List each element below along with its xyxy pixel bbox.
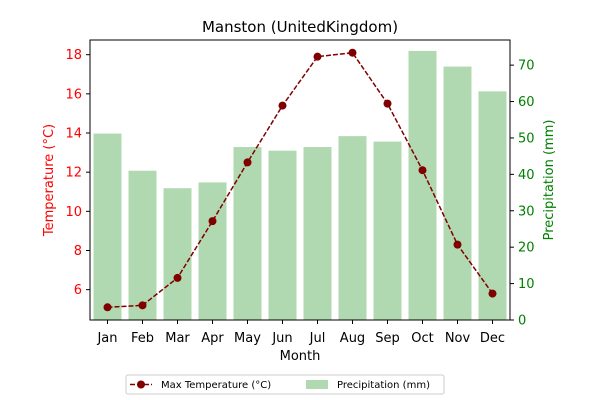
precipitation-bar (163, 188, 192, 320)
precipitation-bar (443, 66, 472, 320)
left-tick-label: 8 (74, 244, 82, 259)
x-axis: Jan Feb Mar Apr May Jun Jul Aug Sep Oct Nov Dec (96, 320, 505, 346)
precipitation-bar (198, 182, 227, 320)
x-tick-label: Jul (309, 331, 326, 346)
precipitation-bar (128, 170, 157, 320)
right-tick-label: 0 (518, 314, 526, 329)
right-tick-label: 70 (518, 59, 535, 74)
temperature-point (173, 273, 182, 282)
temperature-point (208, 217, 217, 226)
left-y-axis: 6 8 10 12 14 16 18 (65, 48, 90, 298)
x-tick-label: Dec (480, 331, 505, 346)
right-tick-label: 40 (518, 168, 535, 183)
x-tick-label: Jun (271, 331, 292, 346)
temperature-point (313, 52, 322, 61)
left-tick-label: 6 (74, 283, 82, 298)
temperature-point (243, 158, 252, 167)
legend-frame (125, 374, 445, 395)
right-y-axis-title: Precipitation (mm) (542, 120, 557, 241)
temperature-point (138, 301, 147, 310)
precipitation-bar (338, 136, 367, 320)
left-tick-label: 12 (65, 166, 82, 181)
left-tick-label: 16 (65, 87, 82, 102)
x-tick-label: Nov (445, 331, 471, 346)
legend-bar-swatch (306, 380, 328, 389)
left-tick-label: 14 (65, 127, 82, 142)
legend-label-temperature: Max Temperature (°C) (161, 380, 271, 391)
x-tick-label: May (234, 331, 261, 346)
x-tick-label: Sep (375, 331, 400, 346)
x-tick-label: Aug (340, 331, 365, 346)
temperature-line (103, 48, 497, 312)
left-tick-label: 10 (65, 205, 82, 220)
x-tick-label: Jan (96, 331, 117, 346)
temperature-point (278, 101, 287, 110)
temperature-series-line (107, 51, 494, 309)
temperature-point (383, 99, 392, 108)
x-tick-label: Feb (131, 331, 154, 346)
x-axis-title: Month (280, 349, 321, 364)
temperature-point (103, 303, 112, 312)
right-tick-label: 60 (518, 95, 535, 110)
x-tick-label: Apr (201, 331, 224, 346)
legend-marker (137, 380, 145, 389)
legend: Max Temperature (°C) Precipitation (mm) (125, 374, 445, 395)
right-tick-label: 50 (518, 131, 535, 146)
temperature-point (348, 48, 357, 57)
plot-frame (89, 39, 511, 321)
precipitation-bar (373, 141, 402, 320)
precipitation-bar (93, 133, 122, 320)
right-tick-label: 10 (518, 277, 535, 292)
x-tick-label: Oct (411, 331, 433, 346)
temperature-point (418, 166, 427, 175)
temperature-point (453, 240, 462, 249)
legend-label-precipitation: Precipitation (mm) (337, 380, 430, 391)
precipitation-bar (408, 50, 437, 320)
x-tick-label: Mar (165, 331, 190, 346)
left-tick-label: 18 (65, 48, 82, 63)
precipitation-bars (93, 50, 507, 320)
temperature-point (488, 289, 497, 298)
left-y-axis-title: Temperature (°C) (42, 124, 57, 237)
precipitation-bar (268, 150, 297, 320)
right-tick-label: 20 (518, 241, 535, 256)
right-y-axis: 0 10 20 30 40 50 60 70 (510, 59, 535, 329)
precipitation-bar (303, 147, 332, 320)
chart-title: Manston (UnitedKingdom) (202, 18, 398, 36)
right-tick-label: 30 (518, 204, 535, 219)
precipitation-bar (478, 91, 507, 320)
precipitation-bar (233, 147, 262, 320)
